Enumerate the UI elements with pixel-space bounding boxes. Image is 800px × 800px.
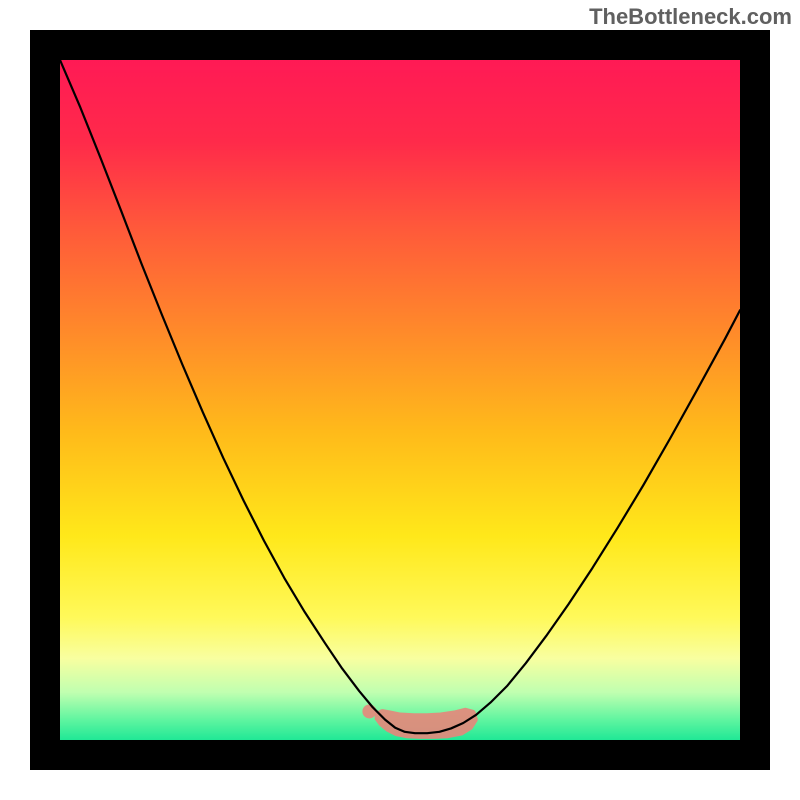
chart-container: TheBottleneck.com [0, 0, 800, 800]
bottleneck-curve [60, 60, 740, 733]
valley-highlight-dot [362, 704, 376, 718]
plot-area [60, 60, 740, 740]
watermark-text: TheBottleneck.com [589, 4, 792, 30]
curve-layer [60, 60, 740, 740]
